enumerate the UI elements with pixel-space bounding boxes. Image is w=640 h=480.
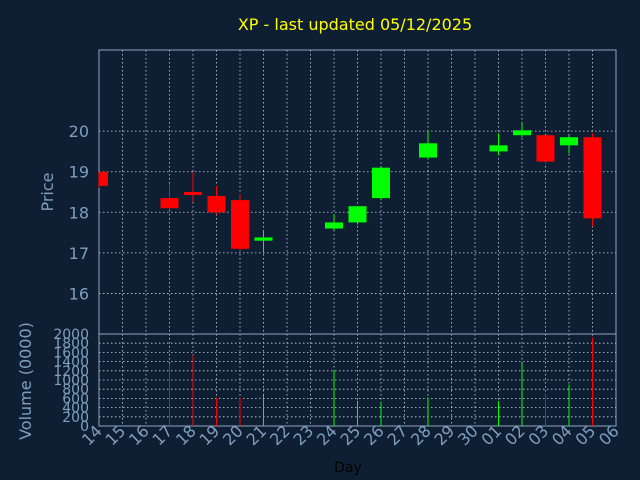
volume-tick-label: 1000: [53, 373, 89, 389]
candle-body: [348, 206, 367, 223]
volume-tick-label: 600: [62, 391, 89, 407]
candle-01: [489, 133, 508, 156]
candle-25: [348, 206, 367, 225]
volume-tick-label: 800: [62, 382, 89, 398]
candle-body: [536, 135, 555, 162]
price-tick-label: 18: [69, 203, 89, 222]
volume-tick-label: 1200: [53, 364, 89, 380]
volume-axis-label: Volume (0000): [16, 322, 35, 440]
candle-body: [489, 145, 508, 152]
volume-tick-label: 2000: [53, 327, 89, 343]
price-tick-label: 17: [69, 244, 89, 263]
candle-body: [99, 171, 108, 186]
candle-21: [254, 230, 273, 253]
volume-tick-label: 1800: [53, 336, 89, 352]
volume-tick-label: 1600: [53, 345, 89, 361]
candle-18: [184, 171, 202, 203]
x-axis-label: Day: [334, 460, 362, 476]
candle-body: [513, 130, 531, 136]
volume-tick-label: 200: [62, 410, 89, 426]
x-tick-labels: 1415161718192021222324252627282930010203…: [78, 421, 623, 449]
candle-17: [160, 183, 179, 211]
candle-28: [419, 131, 437, 160]
candle-02: [513, 123, 531, 138]
candle-05: [583, 133, 602, 227]
price-tick-labels: 16 17 18 19 20: [69, 122, 89, 303]
volume-tick-label: 400: [62, 401, 89, 417]
candle-20: [231, 194, 249, 251]
candle-04: [560, 135, 578, 154]
candle-14: [98, 171, 108, 188]
candle-body: [231, 200, 249, 249]
candle-body: [207, 196, 226, 213]
price-axis-label: Price: [38, 172, 57, 211]
chart-title: XP - last updated 05/12/2025: [238, 15, 472, 34]
candle-body: [160, 198, 179, 209]
candle-body: [184, 192, 202, 195]
candle-body: [419, 143, 437, 158]
volume-tick-label: 0: [80, 419, 89, 435]
candle-26: [372, 167, 390, 201]
price-grid: [99, 50, 616, 334]
candle-body: [560, 137, 578, 146]
candle-body: [254, 237, 273, 241]
candle-03: [536, 135, 555, 164]
price-tick-label: 20: [69, 122, 89, 141]
volume-tick-label: 1400: [53, 355, 89, 371]
candlestick-series: [98, 123, 602, 253]
volume-series: [169, 337, 593, 426]
candle-body: [372, 167, 390, 199]
price-tick-label: 16: [69, 284, 89, 303]
candle-body: [583, 137, 602, 219]
candle-body: [325, 222, 343, 229]
candle-19: [207, 185, 226, 215]
price-tick-label: 19: [69, 163, 89, 182]
candle-24: [325, 214, 343, 231]
